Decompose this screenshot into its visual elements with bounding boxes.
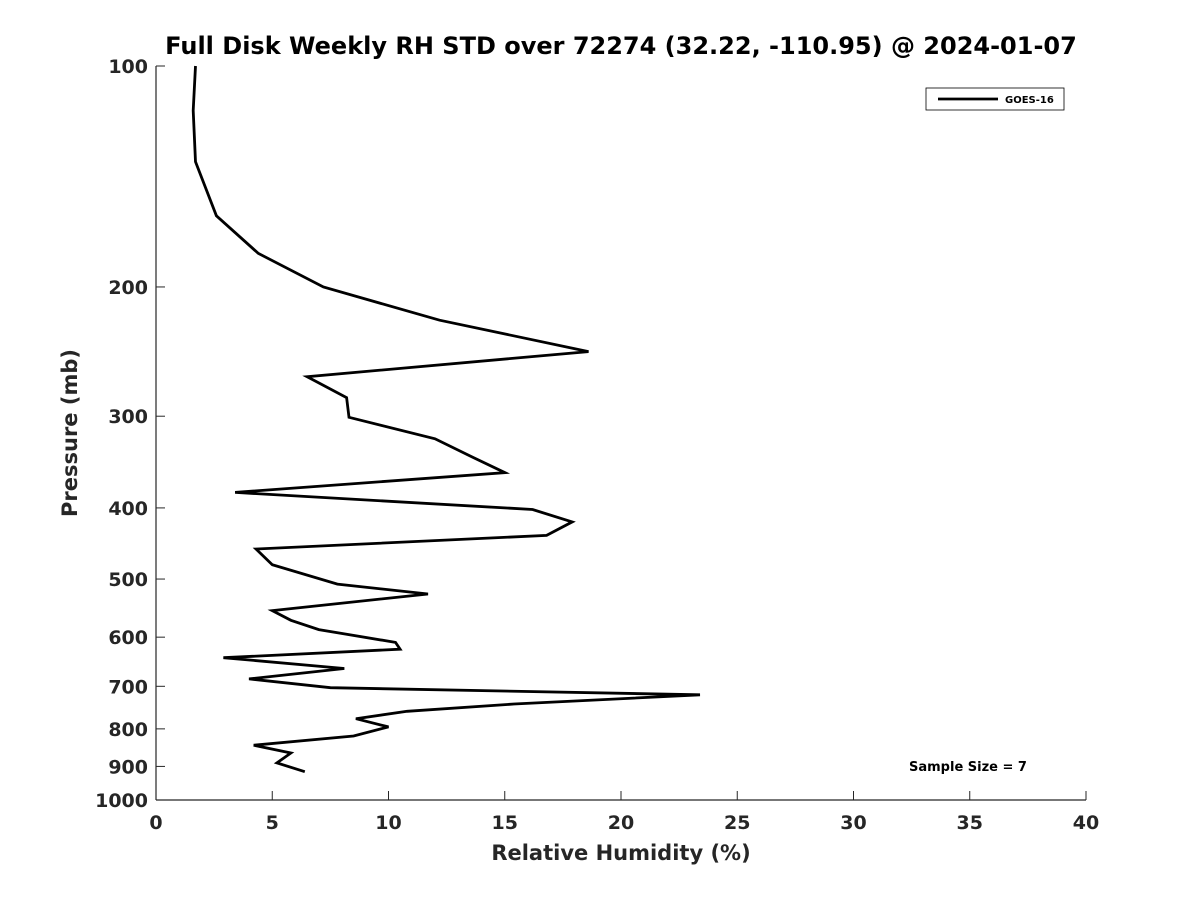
y-tick-label: 100 — [108, 56, 148, 78]
y-tick-label: 300 — [108, 406, 148, 428]
y-tick-label: 1000 — [95, 790, 148, 812]
y-tick-label: 800 — [108, 719, 148, 741]
x-tick-label: 40 — [1073, 812, 1099, 834]
legend-label-goes-16: GOES-16 — [1005, 95, 1054, 106]
y-axis-ticks: 100 200 300 400 500 600 700 800 900 1000 — [95, 56, 165, 812]
plot-area: 0 5 10 15 20 25 30 35 40 100 200 300 400 500 600 700 80… — [95, 56, 1099, 834]
x-tick-label: 0 — [149, 812, 162, 834]
y-tick-label: 700 — [108, 676, 148, 698]
sample-size-annotation: Sample Size = 7 — [909, 760, 1027, 775]
series-layer — [191, 65, 701, 774]
legend: GOES-16 — [925, 87, 1065, 111]
x-tick-label: 35 — [957, 812, 983, 834]
x-tick-label: 30 — [840, 812, 866, 834]
x-tick-label: 20 — [608, 812, 634, 834]
y-tick-label: 900 — [108, 756, 148, 778]
x-tick-label: 25 — [724, 812, 750, 834]
y-tick-label: 600 — [108, 627, 148, 649]
y-tick-label: 500 — [108, 569, 148, 591]
x-tick-label: 15 — [492, 812, 518, 834]
chart-title: Full Disk Weekly RH STD over 72274 (32.2… — [165, 32, 1077, 60]
y-tick-label: 200 — [108, 277, 148, 299]
y-axis-label: Pressure (mb) — [58, 349, 82, 517]
x-axis-ticks: 0 5 10 15 20 25 30 35 40 — [149, 791, 1099, 834]
x-axis-label: Relative Humidity (%) — [491, 841, 750, 865]
series-line-goes-16 — [191, 65, 701, 774]
x-tick-label: 10 — [375, 812, 401, 834]
y-tick-label: 400 — [108, 498, 148, 520]
x-tick-label: 5 — [266, 812, 279, 834]
